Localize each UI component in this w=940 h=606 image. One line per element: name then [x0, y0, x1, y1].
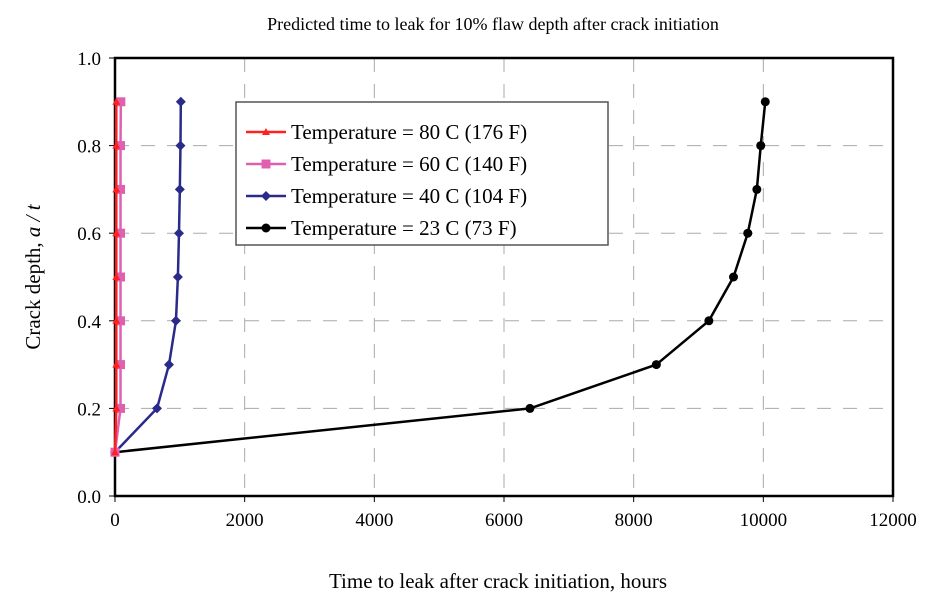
x-tick-label: 4000	[355, 510, 393, 531]
legend-marker	[262, 128, 270, 135]
y-tick-label: 1.0	[77, 49, 101, 70]
legend-marker	[261, 223, 271, 233]
legend-box	[235, 101, 609, 246]
data-point	[112, 404, 121, 412]
x-tick-label: 12000	[869, 510, 917, 531]
data-point	[164, 359, 175, 370]
y-axis-label-italic: a / t	[21, 203, 45, 237]
data-point	[116, 97, 126, 107]
data-point	[170, 315, 181, 326]
data-point	[704, 316, 714, 326]
data-point	[760, 97, 770, 107]
x-tick-label: 2000	[226, 510, 264, 531]
data-point	[116, 316, 126, 326]
y-axis-label: Crack depth, a / t	[21, 203, 45, 349]
legend: Temperature = 80 C (176 F) Temperature = …	[235, 101, 609, 246]
legend-label: Temperature = 40 C (104 F)	[291, 184, 527, 208]
data-point	[172, 272, 183, 282]
y-axis-label-main: Crack depth,	[21, 237, 45, 350]
x-tick-label: 6000	[485, 510, 523, 531]
tick-labels: 0 2000 4000 6000 8000 10000 12000 0.0 0.2 0.4 0.6 0…	[77, 49, 917, 531]
data-point	[152, 403, 163, 414]
legend-label: Temperature = 60 C (140 F)	[291, 152, 527, 176]
grid	[115, 58, 893, 496]
x-tick-label: 8000	[615, 510, 653, 531]
data-point	[116, 228, 126, 238]
data-point	[175, 140, 186, 151]
legend-marker	[261, 191, 271, 201]
x-tick-label: 10000	[740, 510, 788, 531]
chart-title: Predicted time to leak for 10% flaw dept…	[267, 14, 719, 34]
y-tick-label: 0.4	[77, 312, 101, 333]
data-point	[743, 228, 753, 238]
data-point	[175, 96, 186, 107]
legend-label: Temperature = 23 C (73 F)	[291, 216, 517, 240]
data-point	[116, 184, 126, 194]
data-point	[112, 316, 121, 324]
data-point	[116, 272, 126, 282]
x-axis-label: Time to leak after crack initiation, hou…	[329, 569, 667, 593]
data-point	[752, 184, 762, 194]
data-point	[112, 273, 121, 280]
data-point	[174, 184, 185, 195]
y-tick-label: 0.6	[77, 224, 101, 245]
data-point	[112, 185, 121, 193]
data-point	[116, 141, 126, 151]
legend-label: Temperature = 80 C (176 F)	[291, 120, 527, 144]
data-point	[116, 403, 126, 413]
data-point	[756, 141, 766, 151]
x-tick-label: 0	[110, 510, 120, 531]
data-point	[116, 360, 126, 370]
data-point	[112, 97, 121, 105]
y-tick-label: 0.0	[77, 487, 101, 508]
series-group	[110, 96, 770, 458]
data-point	[173, 228, 184, 239]
data-point	[112, 141, 121, 149]
data-point	[111, 448, 119, 456]
data-point	[112, 360, 121, 368]
data-point	[525, 403, 535, 413]
data-point	[112, 229, 121, 237]
y-tick-label: 0.8	[77, 137, 101, 158]
data-point	[729, 272, 739, 282]
data-point	[651, 360, 661, 370]
y-tick-label: 0.2	[77, 399, 101, 420]
legend-marker	[261, 159, 271, 169]
